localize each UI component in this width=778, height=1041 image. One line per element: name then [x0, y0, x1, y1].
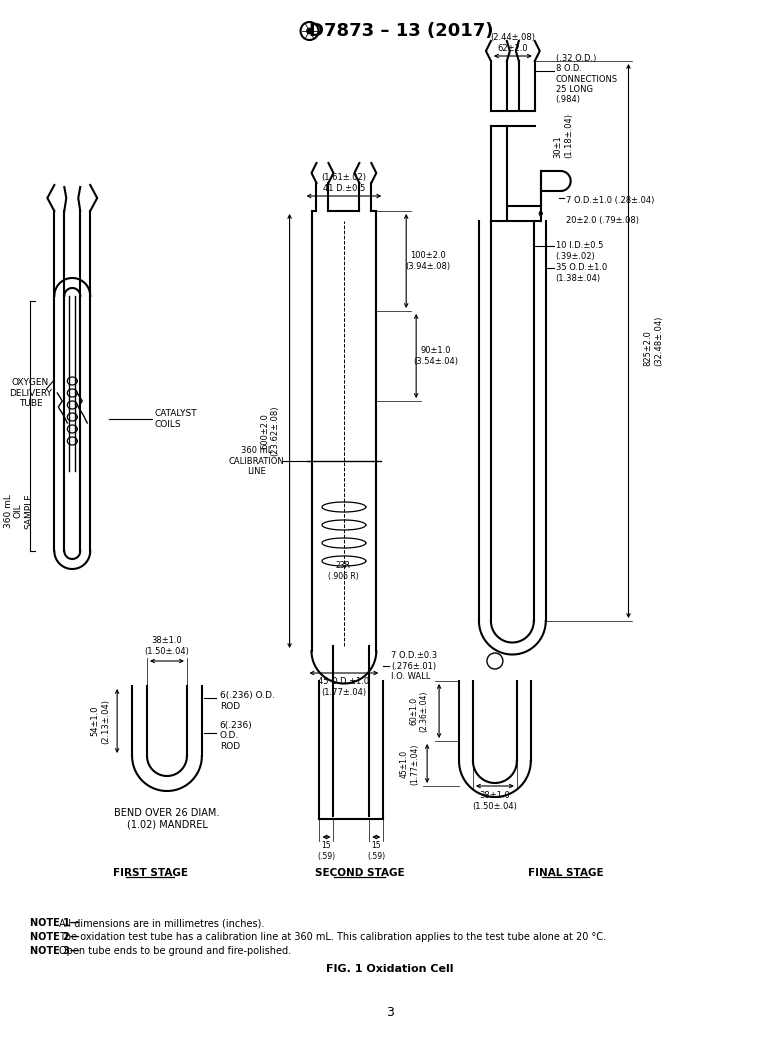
Text: 54±1.0
(2.13±.04): 54±1.0 (2.13±.04)	[90, 699, 110, 743]
Text: NOTE 2—: NOTE 2—	[30, 932, 80, 942]
Text: 15
(.59): 15 (.59)	[317, 841, 335, 861]
Text: 20±2.0 (.79±.08): 20±2.0 (.79±.08)	[566, 217, 639, 226]
Text: 35 O.D.±1.0
(1.38±.04): 35 O.D.±1.0 (1.38±.04)	[555, 263, 607, 283]
Text: BEND OVER 26 DIAM.
(1.02) MANDREL: BEND OVER 26 DIAM. (1.02) MANDREL	[114, 808, 219, 830]
Text: 60±1.0
(2.36±.04): 60±1.0 (2.36±.04)	[409, 690, 429, 732]
Text: SECOND STAGE: SECOND STAGE	[314, 868, 404, 878]
Text: 6(.236)
O.D.
ROD: 6(.236) O.D. ROD	[220, 721, 253, 751]
Circle shape	[307, 28, 313, 34]
Text: 3: 3	[387, 1007, 394, 1019]
Text: All dimensions are in millimetres (inches).: All dimensions are in millimetres (inche…	[59, 918, 265, 928]
Text: FIG. 1 Oxidation Cell: FIG. 1 Oxidation Cell	[327, 964, 454, 974]
Text: (.32 O.D.)
8 O.D.
CONNECTIONS
25 LONG
(.984): (.32 O.D.) 8 O.D. CONNECTIONS 25 LONG (.…	[555, 54, 618, 104]
Text: D7873 – 13 (2017): D7873 – 13 (2017)	[309, 22, 493, 40]
Text: NOTE 3—: NOTE 3—	[30, 946, 80, 956]
Text: CATALYST
COILS: CATALYST COILS	[154, 409, 197, 429]
Text: The oxidation test tube has a calibration line at 360 mL. This calibration appli: The oxidation test tube has a calibratio…	[59, 932, 606, 942]
Text: 360 mL
OIL
SAMPLE: 360 mL OIL SAMPLE	[4, 493, 33, 529]
Text: 6(.236) O.D.
ROD: 6(.236) O.D. ROD	[220, 691, 275, 711]
Text: 38±1.0
(1.50±.04): 38±1.0 (1.50±.04)	[145, 636, 189, 656]
Text: (2.44±.08)
62±2.0: (2.44±.08) 62±2.0	[490, 33, 535, 53]
Text: 7 O.D.±1.0 (.28±.04): 7 O.D.±1.0 (.28±.04)	[566, 197, 654, 205]
Text: 30±1
(1.18±.04): 30±1 (1.18±.04)	[554, 113, 573, 158]
Text: NOTE 1—: NOTE 1—	[30, 918, 80, 928]
Text: 7 O.D.±0.3
(.276±.01)
I.O. WALL: 7 O.D.±0.3 (.276±.01) I.O. WALL	[391, 651, 437, 681]
Text: 825±2.0
(32.48±.04): 825±2.0 (32.48±.04)	[643, 315, 663, 366]
Text: 15
(.59): 15 (.59)	[367, 841, 385, 861]
Text: FINAL STAGE: FINAL STAGE	[527, 868, 604, 878]
Text: 360 mL
CALIBRATION
LINE: 360 mL CALIBRATION LINE	[229, 447, 285, 476]
Text: 100±2.0
(3.94±.08): 100±2.0 (3.94±.08)	[405, 251, 450, 271]
Text: FIRST STAGE: FIRST STAGE	[113, 868, 187, 878]
Text: 23R
(.906 R): 23R (.906 R)	[328, 561, 359, 581]
Text: OXYGEN
DELIVERY
TUBE: OXYGEN DELIVERY TUBE	[9, 378, 52, 408]
Text: (1.61±.02)
41 D.±0.5: (1.61±.02) 41 D.±0.5	[321, 173, 366, 193]
Text: 38±1.0
(1.50±.04): 38±1.0 (1.50±.04)	[472, 791, 517, 811]
Text: 45±1.0
(1.77±.04): 45±1.0 (1.77±.04)	[399, 743, 419, 785]
Text: Open tube ends to be ground and fire-polished.: Open tube ends to be ground and fire-pol…	[59, 946, 291, 956]
Text: 90±1.0
(3.54±.04): 90±1.0 (3.54±.04)	[414, 347, 458, 365]
Text: 45 O.D.±1.0
(1.77±.04): 45 O.D.±1.0 (1.77±.04)	[318, 678, 370, 696]
Text: 600±2.0
(23.62±.08): 600±2.0 (23.62±.08)	[260, 406, 279, 456]
Text: 10 I.D.±0.5
(.39±.02): 10 I.D.±0.5 (.39±.02)	[555, 242, 603, 260]
